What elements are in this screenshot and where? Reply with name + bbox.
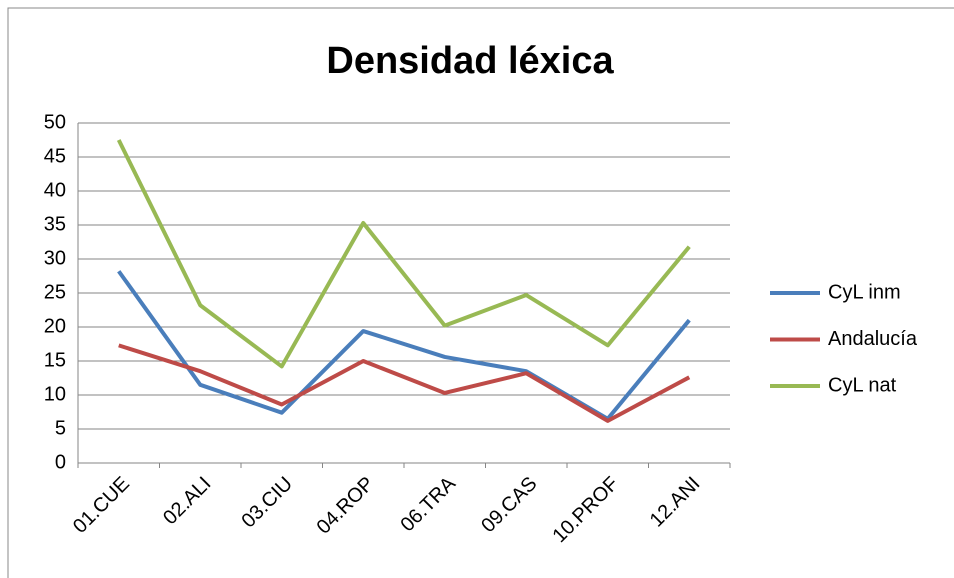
y-tick-label: 50 [44, 111, 66, 133]
y-tick-label: 5 [55, 417, 66, 439]
y-tick-label: 10 [44, 383, 66, 405]
legend-label: CyL nat [828, 374, 897, 396]
y-tick-label: 35 [44, 213, 66, 235]
legend-label: CyL inm [828, 281, 901, 303]
chart-title: Densidad léxica [326, 40, 614, 82]
legend-label: Andalucía [828, 328, 918, 350]
y-tick-label: 30 [44, 247, 66, 269]
y-tick-label: 20 [44, 315, 66, 337]
series-line [116, 139, 691, 369]
y-tick-label: 45 [44, 145, 66, 167]
series-line [118, 343, 691, 423]
y-tick-label: 25 [44, 281, 66, 303]
y-tick-label: 0 [55, 451, 66, 473]
y-tick-label: 40 [44, 179, 66, 201]
y-tick-label: 15 [44, 349, 66, 371]
